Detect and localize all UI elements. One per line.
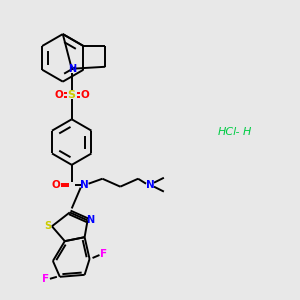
- Text: - H: - H: [232, 127, 252, 137]
- Text: S: S: [68, 89, 76, 100]
- Text: F: F: [100, 249, 107, 259]
- Text: F: F: [42, 274, 50, 284]
- Text: N: N: [80, 180, 89, 190]
- Text: O: O: [80, 89, 89, 100]
- Text: N: N: [146, 180, 154, 190]
- Text: N: N: [86, 215, 94, 225]
- Text: O: O: [55, 89, 63, 100]
- Text: HCl: HCl: [218, 127, 237, 137]
- Text: N: N: [68, 64, 76, 74]
- Text: S: S: [44, 221, 52, 231]
- Text: O: O: [52, 180, 60, 190]
